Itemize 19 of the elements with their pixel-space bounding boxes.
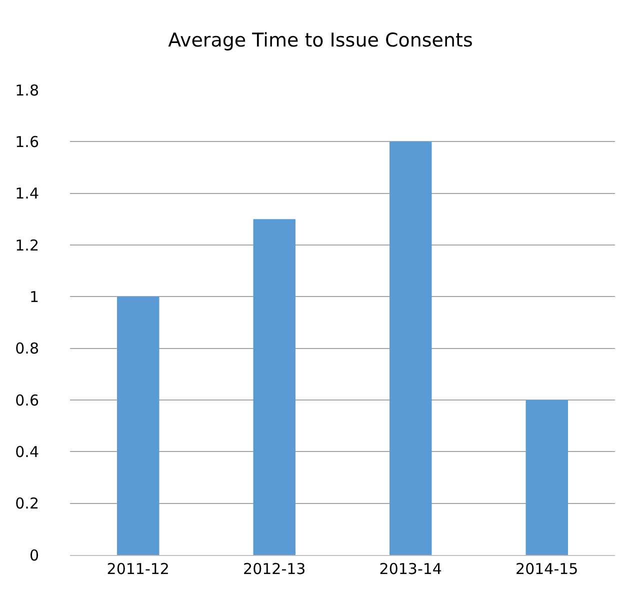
y-tick-label: 0 xyxy=(29,546,39,564)
y-tick-label: 1.6 xyxy=(15,132,39,151)
x-tick-label: 2014-15 xyxy=(516,560,578,578)
x-tick-label: 2013-14 xyxy=(379,560,442,578)
y-tick-label: 1.2 xyxy=(15,236,39,254)
x-tick-label: 2012-13 xyxy=(243,560,306,578)
y-tick-label: 1 xyxy=(29,288,39,306)
y-tick-label: 0.8 xyxy=(15,340,39,358)
bar xyxy=(390,142,432,555)
chart-title: Average Time to Issue Consents xyxy=(168,29,473,52)
x-tick-label: 2011-12 xyxy=(106,560,170,578)
bar xyxy=(526,400,568,555)
y-tick-label: 1.4 xyxy=(15,184,39,203)
y-tick-label: 0.4 xyxy=(15,442,39,461)
y-tick-label: 0.2 xyxy=(15,494,39,513)
bar xyxy=(117,296,160,555)
bar xyxy=(253,219,296,555)
y-tick-label: 0.6 xyxy=(15,391,39,410)
y-tick-label: 1.8 xyxy=(15,81,39,100)
